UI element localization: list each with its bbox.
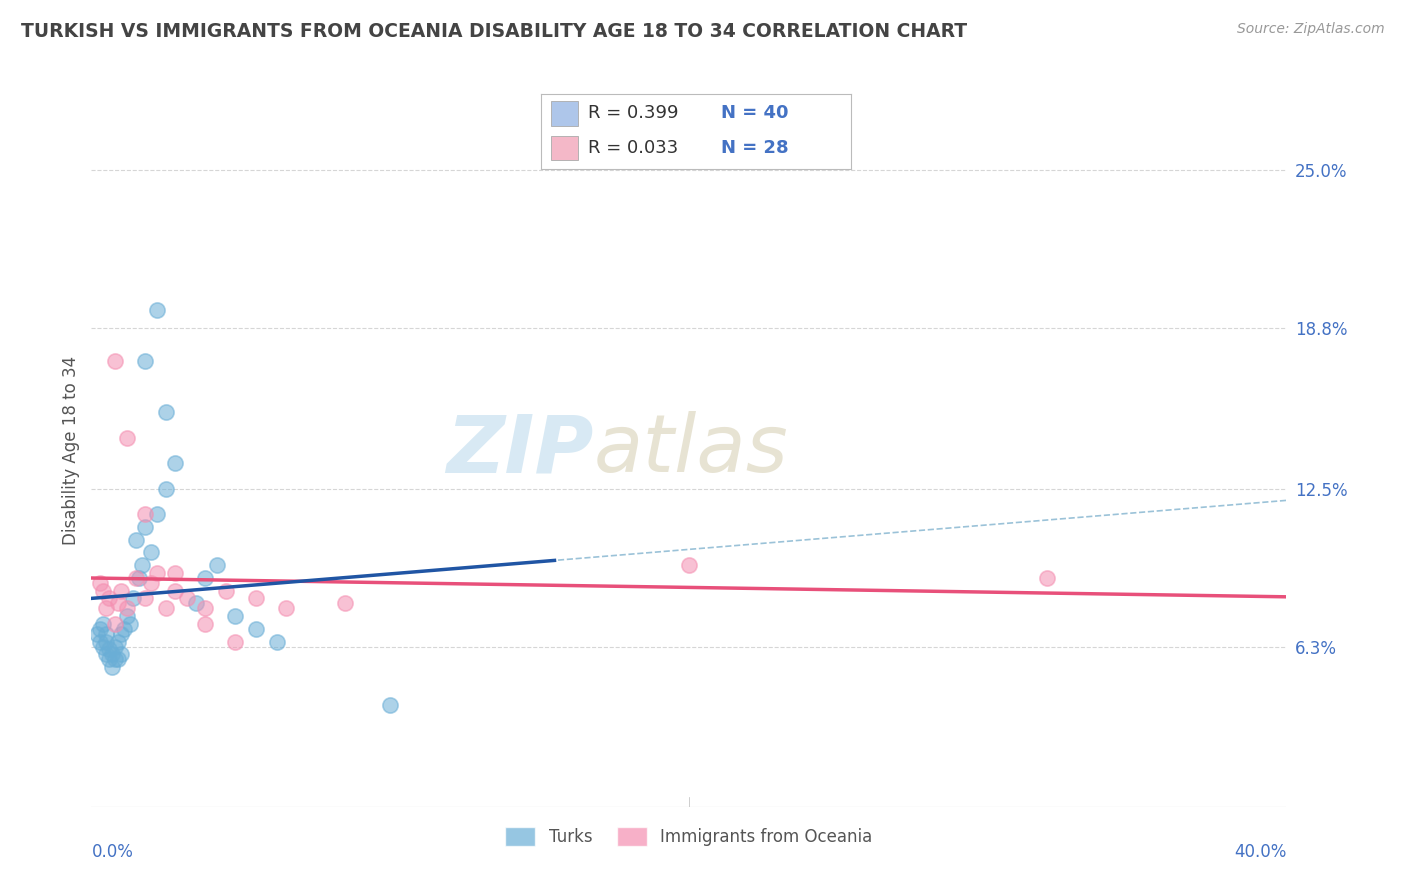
Point — [134, 507, 156, 521]
Point — [155, 405, 177, 419]
Point — [101, 648, 124, 662]
Point — [89, 622, 111, 636]
Point — [146, 507, 169, 521]
Point — [163, 566, 186, 580]
Point — [335, 596, 357, 610]
Point — [112, 622, 135, 636]
Point — [107, 652, 129, 666]
Point — [104, 354, 127, 368]
Text: Source: ZipAtlas.com: Source: ZipAtlas.com — [1237, 22, 1385, 37]
Bar — [551, 101, 578, 126]
Point — [224, 609, 246, 624]
Point — [274, 601, 297, 615]
Point — [93, 640, 115, 654]
Point — [115, 431, 138, 445]
Point — [96, 627, 118, 641]
Point — [120, 616, 142, 631]
Point — [110, 583, 132, 598]
Point — [96, 648, 118, 662]
Point — [110, 648, 132, 662]
Text: TURKISH VS IMMIGRANTS FROM OCEANIA DISABILITY AGE 18 TO 34 CORRELATION CHART: TURKISH VS IMMIGRANTS FROM OCEANIA DISAB… — [21, 22, 967, 41]
Point — [194, 571, 217, 585]
Point — [89, 576, 111, 591]
Point — [215, 583, 238, 598]
Point — [134, 591, 156, 606]
Point — [86, 627, 108, 641]
Point — [96, 634, 118, 648]
Point — [184, 596, 207, 610]
Point — [194, 616, 217, 631]
Point — [146, 566, 169, 580]
Legend: Turks, Immigrants from Oceania: Turks, Immigrants from Oceania — [499, 820, 879, 853]
Point — [141, 545, 163, 559]
Point — [96, 601, 118, 615]
Point — [155, 601, 177, 615]
Point — [176, 591, 198, 606]
Text: atlas: atlas — [593, 411, 789, 490]
Point — [101, 660, 124, 674]
Point — [245, 622, 267, 636]
Point — [93, 583, 115, 598]
Point — [134, 520, 156, 534]
Text: 0.0%: 0.0% — [91, 843, 134, 861]
Text: 40.0%: 40.0% — [1234, 843, 1286, 861]
Point — [125, 533, 148, 547]
Point — [141, 576, 163, 591]
Point — [266, 634, 288, 648]
Point — [131, 558, 153, 573]
Text: ZIP: ZIP — [446, 411, 593, 490]
Bar — [551, 136, 578, 161]
Point — [115, 601, 138, 615]
Point — [128, 571, 150, 585]
Point — [110, 627, 132, 641]
Point — [224, 634, 246, 648]
Point — [98, 591, 121, 606]
Point — [155, 482, 177, 496]
Point — [104, 652, 127, 666]
Text: R = 0.033: R = 0.033 — [588, 139, 678, 157]
Point — [107, 634, 129, 648]
Point — [163, 456, 186, 470]
Point — [89, 634, 111, 648]
Point — [98, 652, 121, 666]
Point — [107, 596, 129, 610]
Point — [104, 640, 127, 654]
Point — [678, 558, 700, 573]
Point — [205, 558, 228, 573]
Point — [104, 616, 127, 631]
Point — [98, 642, 121, 657]
Point — [122, 591, 145, 606]
Text: R = 0.399: R = 0.399 — [588, 104, 678, 122]
Point — [125, 571, 148, 585]
Text: N = 40: N = 40 — [721, 104, 789, 122]
Point — [146, 303, 169, 318]
Point — [380, 698, 402, 713]
Point — [194, 601, 217, 615]
Y-axis label: Disability Age 18 to 34: Disability Age 18 to 34 — [62, 356, 80, 545]
Point — [1036, 571, 1059, 585]
Point — [163, 583, 186, 598]
Point — [245, 591, 267, 606]
Text: N = 28: N = 28 — [721, 139, 789, 157]
Point — [93, 616, 115, 631]
Point — [115, 609, 138, 624]
Point — [134, 354, 156, 368]
